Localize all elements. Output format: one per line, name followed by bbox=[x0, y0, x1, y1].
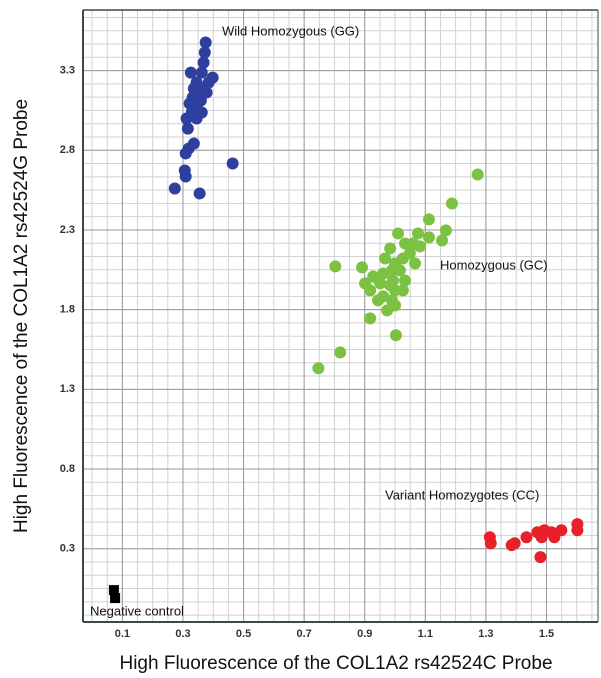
x-tick-label: 0.9 bbox=[357, 628, 372, 640]
y-tick-label: 0.8 bbox=[60, 463, 75, 475]
point bbox=[372, 294, 385, 307]
point bbox=[334, 346, 347, 359]
point bbox=[435, 234, 448, 247]
point bbox=[180, 112, 193, 125]
x-tick-label: 1.5 bbox=[539, 628, 554, 640]
point bbox=[508, 537, 521, 550]
point bbox=[471, 168, 484, 181]
x-tick-label: 1.1 bbox=[418, 628, 433, 640]
point bbox=[535, 531, 548, 544]
point bbox=[364, 284, 377, 297]
x-tick-label: 0.7 bbox=[296, 628, 311, 640]
annotation: Wild Homozygous (GG) bbox=[222, 23, 359, 38]
point bbox=[520, 531, 533, 544]
point bbox=[181, 122, 194, 135]
x-tick-label: 1.3 bbox=[478, 628, 493, 640]
x-tick-label: 0.3 bbox=[175, 628, 190, 640]
point bbox=[199, 36, 212, 49]
point bbox=[312, 362, 325, 375]
point bbox=[534, 551, 547, 564]
point bbox=[108, 585, 119, 596]
point bbox=[422, 213, 435, 226]
y-tick-label: 1.8 bbox=[60, 304, 75, 316]
y-tick-label: 3.3 bbox=[60, 64, 75, 76]
point bbox=[422, 231, 435, 244]
marks bbox=[108, 36, 584, 604]
annotation: Homozygous (GC) bbox=[440, 257, 548, 272]
point bbox=[412, 227, 425, 240]
annotation: Variant Homozygotes (CC) bbox=[385, 487, 539, 502]
point bbox=[409, 257, 422, 270]
point bbox=[445, 197, 458, 210]
y-tick-label: 2.3 bbox=[60, 224, 75, 236]
point bbox=[193, 187, 206, 200]
point bbox=[179, 170, 192, 183]
point bbox=[226, 157, 239, 170]
point bbox=[356, 261, 369, 274]
point bbox=[364, 312, 377, 325]
point bbox=[110, 593, 121, 604]
point bbox=[389, 329, 402, 342]
point bbox=[197, 56, 210, 69]
point bbox=[384, 242, 397, 255]
point bbox=[396, 284, 409, 297]
point bbox=[548, 531, 561, 544]
grid bbox=[82, 9, 599, 623]
point bbox=[439, 224, 452, 237]
plot-background bbox=[83, 10, 598, 622]
point bbox=[195, 66, 208, 79]
point bbox=[168, 182, 181, 195]
point bbox=[381, 304, 394, 317]
point bbox=[377, 267, 390, 280]
point bbox=[399, 274, 412, 287]
y-tick-label: 1.3 bbox=[60, 383, 75, 395]
point bbox=[190, 112, 203, 125]
point bbox=[571, 524, 584, 537]
point bbox=[392, 227, 405, 240]
point bbox=[393, 264, 406, 277]
point bbox=[484, 537, 497, 550]
point bbox=[413, 240, 426, 253]
x-tick-label: 0.1 bbox=[115, 628, 130, 640]
x-axis-label: High Fluorescence of the COL1A2 rs42524C… bbox=[119, 653, 552, 674]
annotation: Negative control bbox=[90, 603, 184, 618]
y-tick-label: 2.8 bbox=[60, 144, 75, 156]
point bbox=[374, 277, 387, 290]
point bbox=[379, 252, 392, 265]
point bbox=[184, 66, 197, 79]
point bbox=[329, 260, 342, 273]
point bbox=[179, 147, 192, 160]
x-tick-label: 0.5 bbox=[236, 628, 251, 640]
y-tick-label: 0.3 bbox=[60, 543, 75, 555]
y-axis-label: High Fluorescence of the COL1A2 rs42524G… bbox=[11, 99, 32, 533]
point bbox=[198, 46, 211, 59]
